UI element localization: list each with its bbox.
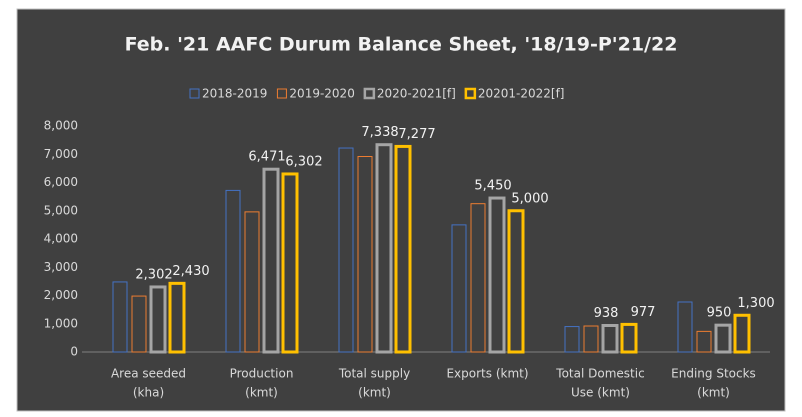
- bar: [357, 156, 373, 353]
- data-label: 6,471: [248, 150, 285, 165]
- y-tick-label: 3,000: [44, 260, 78, 274]
- chart-background: [16, 8, 786, 412]
- bar: [149, 285, 167, 354]
- bar: [168, 281, 186, 354]
- bar: [394, 144, 412, 354]
- bar: [451, 224, 467, 353]
- bar: [470, 203, 486, 353]
- data-label: 6,302: [285, 154, 322, 169]
- data-label: 1,300: [737, 296, 774, 311]
- x-tick-label: Area seeded: [111, 367, 186, 381]
- data-label: 977: [631, 305, 656, 320]
- bar: [677, 301, 693, 353]
- bar: [507, 209, 525, 354]
- legend-swatch: [363, 87, 376, 100]
- data-label: 2,302: [135, 267, 172, 282]
- y-tick-label: 8,000: [44, 119, 78, 133]
- data-label: 5,450: [474, 179, 511, 194]
- legend-swatch: [276, 88, 287, 99]
- bar: [281, 172, 299, 354]
- legend-label: 2018-2019: [202, 87, 267, 101]
- legend-swatch: [464, 87, 477, 100]
- bar: [696, 330, 712, 353]
- bar: [375, 143, 393, 354]
- bar: [488, 196, 506, 354]
- y-tick-label: 0: [70, 345, 78, 359]
- chart-title: Feb. '21 AAFC Durum Balance Sheet, '18/1…: [125, 34, 678, 56]
- bar: [620, 322, 638, 354]
- bar: [564, 326, 580, 353]
- bar: [225, 189, 241, 353]
- x-tick-label: (kmt): [245, 386, 278, 400]
- data-label: 5,000: [511, 191, 548, 206]
- x-tick-label: Production: [230, 367, 294, 381]
- bar: [583, 325, 599, 353]
- y-tick-label: 7,000: [44, 147, 78, 161]
- x-tick-label: (kha): [133, 386, 164, 400]
- x-tick-label: (kmt): [358, 386, 391, 400]
- data-label: 7,277: [398, 127, 435, 142]
- x-tick-label: Total Domestic: [555, 367, 644, 381]
- data-label: 950: [707, 306, 732, 321]
- bar: [714, 323, 732, 354]
- legend-label: 2019-2020: [289, 87, 354, 101]
- legend-label: 20201-2022[f]: [478, 87, 565, 101]
- data-label: 2,430: [172, 264, 209, 279]
- data-label: 7,338: [361, 125, 398, 140]
- x-tick-label: Ending Stocks: [671, 367, 756, 381]
- bar: [601, 324, 619, 354]
- bar: [131, 295, 147, 353]
- x-tick-label: Total supply: [338, 367, 410, 381]
- legend-label: 2020-2021[f]: [377, 87, 456, 101]
- y-tick-label: 6,000: [44, 175, 78, 189]
- data-label: 938: [594, 306, 619, 321]
- bar: [338, 147, 354, 353]
- x-tick-label: Use (kmt): [571, 386, 630, 400]
- y-tick-label: 5,000: [44, 203, 78, 217]
- y-tick-label: 1,000: [44, 316, 78, 330]
- bar: [244, 211, 260, 353]
- bar: [733, 313, 751, 354]
- y-tick-label: 2,000: [44, 288, 78, 302]
- bar: [262, 167, 280, 354]
- bar: [112, 281, 128, 353]
- legend-swatch: [189, 88, 200, 99]
- x-tick-label: (kmt): [697, 386, 730, 400]
- y-tick-label: 4,000: [44, 232, 78, 246]
- x-tick-label: Exports (kmt): [446, 367, 528, 381]
